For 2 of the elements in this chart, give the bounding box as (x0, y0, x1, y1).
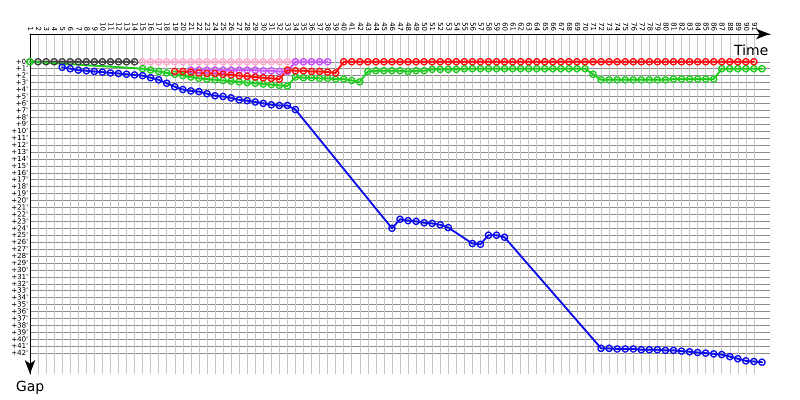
y-axis-title: Gap (16, 379, 44, 395)
x-axis-title: Time (733, 43, 768, 59)
